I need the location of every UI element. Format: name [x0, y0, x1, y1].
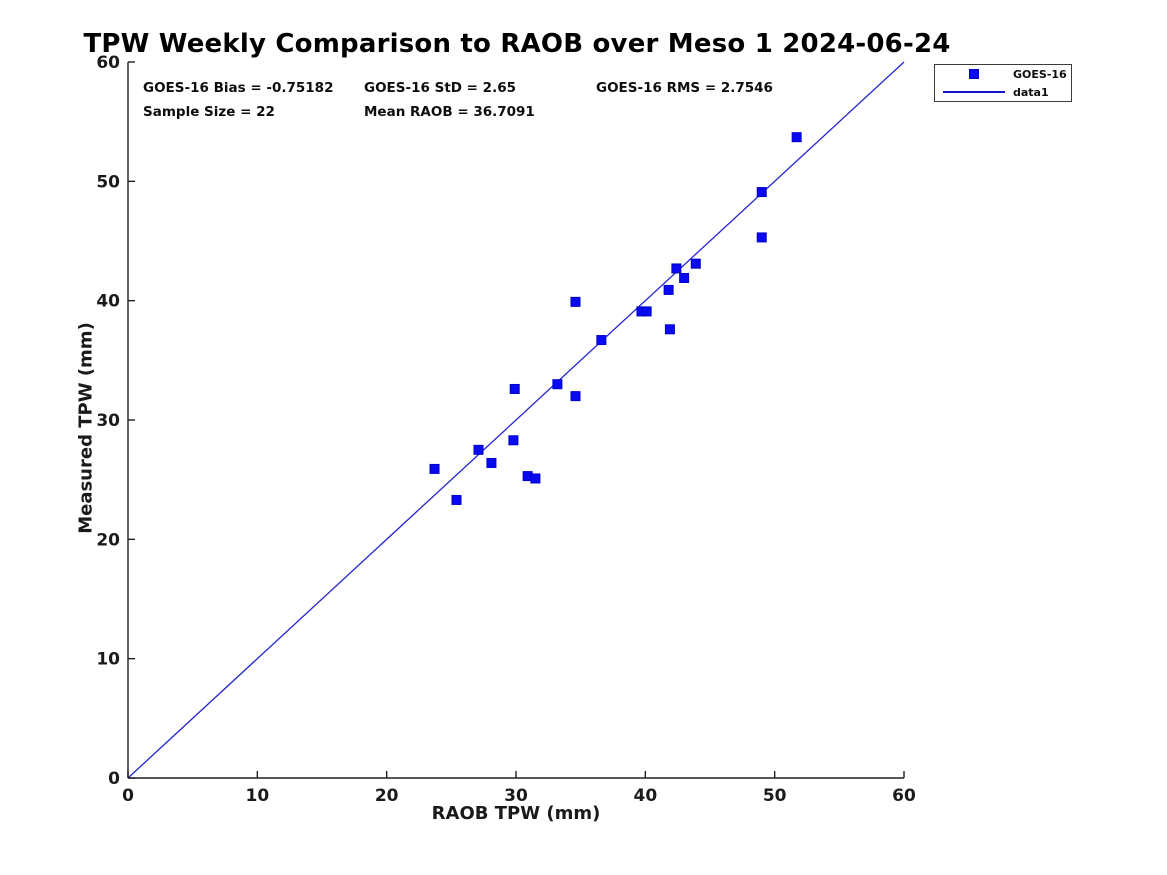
scatter-point — [791, 132, 802, 143]
legend-entry-data1: data1 — [935, 83, 1071, 101]
scatter-point — [664, 324, 675, 335]
x-axis-label: RAOB TPW (mm) — [431, 803, 601, 824]
y-tick-label: 30 — [96, 411, 120, 431]
scatter-point — [509, 383, 520, 394]
line-icon — [943, 91, 1005, 93]
scatter-point — [451, 494, 462, 505]
legend-label-goes16: GOES-16 — [1013, 67, 1067, 81]
identity-line — [127, 61, 905, 779]
scatter-point — [473, 444, 484, 455]
stat-bias: GOES-16 Bias = -0.75182 — [143, 80, 334, 96]
legend-box: GOES-16 data1 — [934, 64, 1072, 102]
y-tick-label: 0 — [108, 769, 120, 789]
y-tick-label: 20 — [96, 530, 120, 550]
scatter-point — [641, 306, 652, 317]
scatter-point — [756, 232, 767, 243]
legend-marker-col — [935, 69, 1013, 79]
y-tick-label: 60 — [96, 53, 120, 73]
x-tick-label: 10 — [245, 786, 269, 806]
scatter-point — [596, 335, 607, 346]
scatter-point — [508, 435, 519, 446]
x-tick-label: 40 — [633, 786, 657, 806]
legend-label-data1: data1 — [1013, 85, 1049, 99]
x-tick-label: 30 — [504, 786, 528, 806]
scatter-point — [671, 263, 682, 274]
scatter-point — [530, 473, 541, 484]
y-axis-label: Measured TPW (mm) — [75, 322, 97, 534]
scatter-point — [570, 296, 581, 307]
y-tick-label: 10 — [96, 650, 120, 670]
scatter-point — [486, 457, 497, 468]
legend-entry-goes16: GOES-16 — [935, 65, 1071, 83]
scatter-point — [570, 391, 581, 402]
scatter-point — [429, 463, 440, 474]
filled-square-icon — [969, 69, 979, 79]
chart-title: TPW Weekly Comparison to RAOB over Meso … — [83, 29, 951, 59]
scatter-point — [690, 258, 701, 269]
legend-marker-col — [935, 91, 1013, 93]
y-tick-label: 50 — [96, 172, 120, 192]
x-tick-label: 0 — [122, 786, 134, 806]
x-tick-label: 60 — [892, 786, 916, 806]
stat-std: GOES-16 StD = 2.65 — [364, 80, 516, 96]
scatter-point — [552, 379, 563, 390]
x-tick-label: 50 — [763, 786, 787, 806]
scatter-point — [756, 187, 767, 198]
y-tick-label: 40 — [96, 292, 120, 312]
stat-mean-raob: Mean RAOB = 36.7091 — [364, 104, 535, 120]
scatter-point — [679, 272, 690, 283]
stat-rms: GOES-16 RMS = 2.7546 — [596, 80, 773, 96]
stat-sample-size: Sample Size = 22 — [143, 104, 275, 120]
x-tick-label: 20 — [375, 786, 399, 806]
scatter-point — [663, 284, 674, 295]
